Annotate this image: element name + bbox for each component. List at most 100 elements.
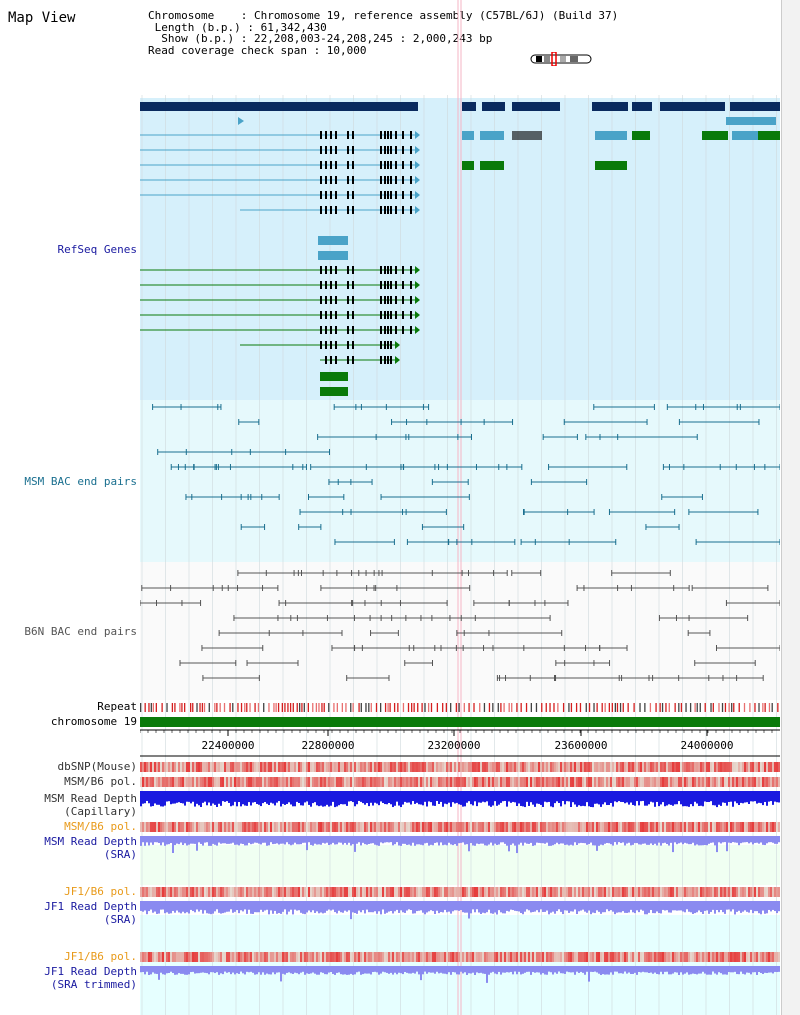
jf1-pol-heat-2 bbox=[570, 952, 572, 962]
jf1-pol-heat bbox=[356, 887, 358, 897]
msm-pol-heat bbox=[570, 777, 572, 787]
repeat-element bbox=[500, 703, 502, 712]
jf1-pol-heat-2 bbox=[596, 952, 598, 962]
repeat-element bbox=[393, 703, 396, 712]
dbsnp-heat bbox=[760, 762, 762, 772]
jf1-trim-depth-bar bbox=[448, 966, 450, 973]
msm-depth-cap-bar bbox=[328, 791, 330, 807]
strand-arrow bbox=[415, 131, 420, 139]
msm-depth-cap-bar bbox=[640, 791, 642, 802]
msm-depth-sra-bar bbox=[758, 836, 760, 844]
msm-pol-heat bbox=[358, 777, 360, 787]
jf1-pol-heat bbox=[724, 887, 726, 897]
jf1-trim-depth-bar bbox=[594, 966, 596, 972]
msm-depth-cap-bar bbox=[614, 791, 616, 802]
repeat-element bbox=[601, 703, 603, 712]
msm-pol-heat bbox=[244, 777, 246, 787]
msm-pol-heat-2 bbox=[690, 822, 692, 832]
exon bbox=[384, 161, 386, 169]
dbsnp-heat bbox=[194, 762, 196, 772]
dbsnp-heat bbox=[570, 762, 572, 772]
msm-depth-cap-bar bbox=[368, 791, 370, 807]
jf1-pol-heat-2 bbox=[726, 952, 728, 962]
msm-depth-sra-bar bbox=[316, 836, 318, 845]
msm-pol-heat-2 bbox=[578, 822, 580, 832]
msm-depth-cap-bar bbox=[356, 791, 358, 805]
msm-pol-heat bbox=[654, 777, 656, 787]
jf1-depth-bar bbox=[470, 901, 472, 914]
msm-pol-heat bbox=[222, 777, 224, 787]
msm-depth-sra-bar bbox=[208, 836, 210, 846]
msm-pol-heat bbox=[474, 777, 476, 787]
msm-pol-heat-2 bbox=[406, 822, 408, 832]
jf1-depth-bar bbox=[402, 901, 404, 913]
scrollbar[interactable] bbox=[781, 0, 800, 1015]
msm-pol-heat-2 bbox=[728, 822, 730, 832]
repeat-element bbox=[468, 703, 470, 712]
jf1-pol-heat-2 bbox=[392, 952, 394, 962]
jf1-trim-depth-bar bbox=[276, 966, 278, 973]
exon bbox=[380, 206, 382, 214]
msm-pol-heat bbox=[348, 777, 350, 787]
jf1-pol-heat bbox=[206, 887, 208, 897]
msm-pol-heat-2 bbox=[276, 822, 278, 832]
dbsnp-heat bbox=[708, 762, 710, 772]
genome-track-canvas[interactable]: 22400000 22800000 23200000 23600000 24000000 bbox=[140, 0, 780, 1015]
jf1-pol-heat-2 bbox=[554, 952, 556, 962]
msm-pol-heat bbox=[226, 777, 228, 787]
msm-depth-cap-bar bbox=[302, 791, 304, 806]
msm-depth-sra-bar bbox=[148, 836, 150, 846]
jf1-pol-heat bbox=[586, 887, 588, 897]
msm-depth-cap-bar bbox=[646, 791, 648, 806]
repeat-element bbox=[161, 703, 163, 712]
msm-pol-heat bbox=[498, 777, 500, 787]
msm-depth-cap-bar bbox=[238, 791, 240, 803]
dbsnp-heat bbox=[354, 762, 356, 772]
msm-pol-heat bbox=[510, 777, 512, 787]
msm-depth-sra-bar bbox=[310, 836, 312, 845]
jf1-trim-depth-bar bbox=[234, 966, 236, 975]
msm-depth-cap-bar bbox=[744, 791, 746, 803]
msm-depth-sra-bar bbox=[392, 836, 394, 846]
axis-tick-label: 22800000 bbox=[302, 739, 355, 752]
dbsnp-heat bbox=[328, 762, 330, 772]
msm-depth-sra-bar bbox=[588, 836, 590, 845]
jf1-pol-heat bbox=[246, 887, 248, 897]
dbsnp-heat bbox=[276, 762, 278, 772]
jf1-pol-heat bbox=[432, 887, 434, 897]
dbsnp-heat bbox=[726, 762, 728, 772]
jf1-trim-depth-bar bbox=[650, 966, 652, 973]
msm-depth-sra-bar bbox=[488, 836, 490, 845]
jf1-pol-heat-2 bbox=[214, 952, 216, 962]
jf1-pol-heat-2 bbox=[660, 952, 662, 962]
jf1-pol-heat bbox=[636, 887, 638, 897]
jf1-depth-bar bbox=[596, 901, 598, 911]
msm-depth-sra-bar bbox=[746, 836, 748, 843]
jf1-pol-heat bbox=[406, 887, 408, 897]
msm-pol-heat bbox=[336, 777, 338, 787]
jf1-pol-heat bbox=[388, 887, 390, 897]
dbsnp-heat bbox=[678, 762, 680, 772]
msm-pol-heat bbox=[774, 777, 776, 787]
jf1-depth-bar bbox=[702, 901, 704, 914]
chromosome-ideogram[interactable] bbox=[530, 52, 594, 66]
dbsnp-heat bbox=[550, 762, 552, 772]
exon bbox=[330, 296, 332, 304]
exon bbox=[335, 206, 337, 214]
jf1-pol-heat-2 bbox=[326, 952, 328, 962]
msm-depth-sra-bar bbox=[634, 836, 636, 844]
jf1-depth-bar bbox=[564, 901, 566, 911]
dbsnp-heat bbox=[776, 762, 778, 772]
msm-pol-heat bbox=[578, 777, 580, 787]
msm-pol-heat-2 bbox=[250, 822, 252, 832]
msm-pol-heat-2 bbox=[766, 822, 768, 832]
msm-pol-heat-2 bbox=[532, 822, 534, 832]
dbsnp-heat bbox=[340, 762, 342, 772]
jf1-pol-heat-2 bbox=[148, 952, 150, 962]
msm-pol-heat-2 bbox=[734, 822, 736, 832]
exon bbox=[325, 131, 327, 139]
jf1-pol-heat-2 bbox=[536, 952, 538, 962]
dbsnp-heat bbox=[380, 762, 382, 772]
exon bbox=[330, 356, 332, 364]
jf1-depth-bar bbox=[456, 901, 458, 911]
